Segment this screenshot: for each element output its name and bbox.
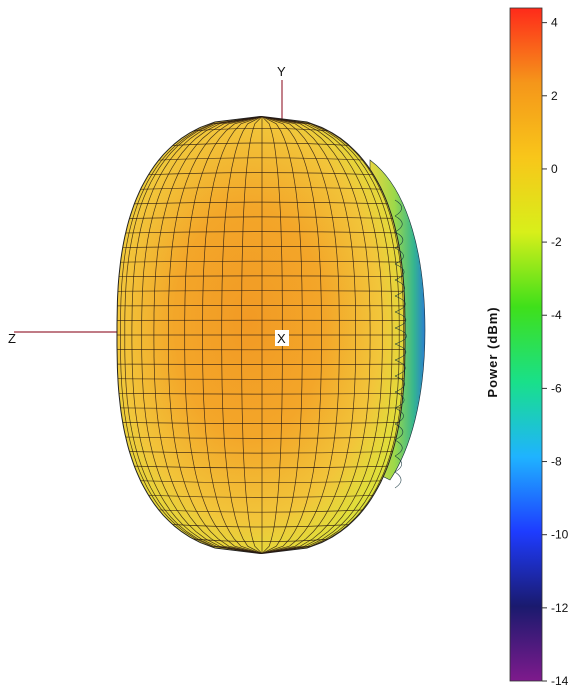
mesh-meridian-line [202, 116, 263, 554]
colorbar-title: Power (dBm) [485, 306, 500, 397]
back-lobe-mesh-line [394, 215, 403, 233]
back-lobe-mesh-line [394, 231, 404, 249]
mesh-meridian-line [261, 116, 371, 554]
back-lobe-mesh-line [394, 247, 404, 265]
mesh-meridian-line [261, 116, 322, 554]
surface-mesh [117, 116, 405, 554]
back-lobe-mesh-line [394, 359, 406, 377]
mesh-meridian-line [221, 116, 263, 554]
mesh-meridian-line [184, 116, 263, 554]
back-lobe-mesh-line [394, 471, 402, 489]
x-axis-label-bg [275, 330, 289, 346]
back-lobe-mesh-line [394, 263, 405, 281]
back-lobe-mesh-line [394, 391, 405, 409]
mesh-meridian-line [141, 116, 263, 554]
mesh-meridian-line [241, 116, 263, 554]
colorbar-tick-label: -8 [551, 455, 562, 469]
colorbar-gradient [509, 7, 543, 682]
mesh-meridian-line [261, 116, 404, 554]
mesh-meridian-line [261, 116, 400, 554]
colorbar-tick-label: 2 [551, 89, 558, 103]
back-lobe-mesh-line [394, 423, 404, 441]
y-axis-label: Y [277, 64, 286, 79]
colorbar-tick-label: 4 [551, 16, 558, 30]
colorbar-tick-label: -2 [551, 235, 562, 249]
mesh-meridian-line [124, 116, 263, 554]
x-axis-label: X [277, 331, 286, 346]
colorbar-tick-label: -12 [551, 601, 569, 615]
mesh-meridian-line [261, 116, 303, 554]
colorbar: 4 2 0 -2 -4 -6 -8 -10 -12 -14 Power (dBm) [485, 7, 569, 688]
back-lobe-mesh-line [394, 199, 402, 217]
radiation-pattern-surface [116, 116, 426, 554]
back-lobe-mesh-line [394, 343, 407, 361]
mesh-meridian-line [131, 116, 263, 554]
colorbar-tick-label: -14 [551, 674, 569, 688]
z-axis-label: Z [8, 331, 16, 346]
mesh-meridian-line [261, 116, 356, 554]
mesh-meridian-line [261, 116, 383, 554]
colorbar-tick-label: -6 [551, 381, 562, 395]
back-lobe-mesh-line [394, 311, 407, 329]
back-lobe-mesh-line [394, 439, 403, 457]
colorbar-tick-label: 0 [551, 162, 558, 176]
back-lobe-mesh-line [394, 375, 405, 393]
back-lobe-mesh-line [394, 407, 404, 425]
colorbar-tick-label: -4 [551, 308, 562, 322]
mesh-meridian-line [153, 116, 263, 554]
mesh-meridian-line [120, 116, 263, 554]
mesh-meridian-line [168, 116, 263, 554]
back-lobe-mesh-line [394, 295, 406, 313]
back-lobe-mesh-line [394, 455, 402, 473]
back-lobe-mesh-line [394, 279, 405, 297]
colorbar-ticks: 4 2 0 -2 -4 -6 -8 -10 -12 -14 [542, 16, 569, 688]
colorbar-tick-label: -10 [551, 528, 569, 542]
back-lobe-mesh-line [394, 327, 407, 345]
mesh-meridian-line [261, 116, 393, 554]
back-lobe-mesh [394, 199, 407, 489]
mesh-meridian-line [261, 116, 340, 554]
